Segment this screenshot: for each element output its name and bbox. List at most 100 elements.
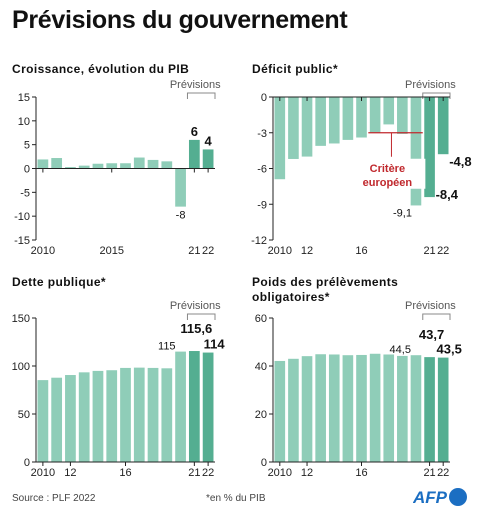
x-tick-label: 22: [202, 245, 214, 257]
bar-2021: [424, 97, 435, 198]
bar-2022: [202, 149, 214, 169]
source-text: Source : PLF 2022: [12, 493, 96, 504]
y-tick-label: -9: [257, 199, 267, 211]
bar-2012: [301, 97, 313, 157]
y-tick-label: 60: [255, 313, 267, 325]
bar-2022: [437, 97, 449, 155]
y-tick-label: 20: [255, 409, 267, 421]
bar-2011: [51, 377, 63, 462]
bar-2022: [202, 352, 214, 462]
x-tick-label: 12: [301, 245, 313, 257]
bar-2013: [315, 97, 326, 146]
y-tick-label: 0: [24, 164, 30, 176]
chart-croissance: Croissance, évolution du PIB 15 10 5 0 -5 -10 -…: [12, 62, 221, 257]
bar-2013: [78, 372, 90, 462]
x-tick-label: 22: [437, 467, 449, 479]
bar-2014: [92, 370, 104, 462]
data-label-2022: -4,8: [449, 154, 471, 169]
x-tick-label: 16: [355, 245, 367, 257]
chart-title: Dette publique*: [12, 275, 106, 289]
bar-2010: [37, 380, 49, 462]
bar-2020: [175, 351, 186, 462]
bar-2018: [383, 97, 395, 125]
x-tick-label: 12: [301, 467, 313, 479]
data-label-2020: -9,1: [393, 207, 412, 219]
x-tick-label: 2010: [31, 245, 55, 257]
bar-2013: [315, 354, 326, 462]
bar-2019: [161, 161, 173, 169]
bar-2010: [274, 360, 286, 462]
data-label-2022: 114: [204, 337, 226, 352]
bar-2017: [133, 157, 145, 169]
x-tick-label: 21: [423, 245, 435, 257]
bar-2016: [356, 354, 367, 462]
bar-2011: [288, 358, 299, 462]
forecast-label: Prévisions: [170, 79, 221, 91]
forecast-label: Prévisions: [170, 300, 221, 312]
bar-2015: [342, 355, 354, 462]
bar-2021: [424, 357, 435, 462]
data-label-2020: 115: [158, 341, 176, 353]
bar-2015: [342, 97, 354, 140]
x-tick-label: 12: [64, 467, 76, 479]
y-tick-label: 10: [18, 116, 30, 128]
footnote-text: *en % du PIB: [206, 493, 266, 504]
x-tick-label: 2010: [268, 245, 292, 257]
y-tick-label: 50: [18, 409, 30, 421]
bar-2011: [51, 158, 63, 169]
forecast-bracket: [186, 92, 216, 99]
main-title: Prévisions du gouvernement: [12, 6, 348, 34]
x-tick-label: 2010: [268, 467, 292, 479]
afp-logo-circle: [449, 488, 467, 506]
y-tick-label: 5: [24, 140, 30, 152]
bar-2019: [161, 368, 173, 462]
chart-title-line2: obligatoires*: [252, 290, 330, 304]
bar-2018: [147, 159, 159, 169]
bar-2012: [301, 356, 313, 462]
x-tick-label: 16: [119, 467, 131, 479]
chart-dette: Dette publique* 150 100 50 0 Prévisions 2010 12…: [12, 275, 226, 479]
forecast-bracket: [422, 92, 451, 99]
data-label-2021: -8,4: [436, 187, 459, 202]
bar-2010: [274, 97, 286, 180]
bar-2015: [106, 163, 118, 169]
y-tick-label: 100: [12, 361, 30, 373]
forecast-label: Prévisions: [405, 300, 456, 312]
critere-label-line1: Critère: [370, 163, 405, 175]
y-tick-label: 15: [18, 92, 30, 104]
chart-title-line1: Poids des prélèvements: [252, 275, 398, 289]
x-tick-label: 22: [437, 245, 449, 257]
critere-label-line2: européen: [363, 177, 413, 189]
y-tick-label: -15: [14, 235, 30, 247]
forecast-bracket: [422, 313, 451, 320]
bar-2019: [397, 97, 408, 134]
y-tick-label: -6: [257, 164, 267, 176]
bar-2014: [92, 163, 104, 169]
data-label-2021: 43,7: [419, 327, 444, 342]
y-tick-label: 0: [261, 457, 267, 469]
y-tick-label: 150: [12, 313, 30, 325]
data-label-2022: 4: [204, 133, 212, 148]
forecast-label: Prévisions: [405, 79, 456, 91]
y-tick-label: 0: [261, 92, 267, 104]
bar-2012: [65, 167, 76, 169]
y-tick-label: -5: [20, 187, 30, 199]
afp-logo-text: AFP: [413, 488, 448, 507]
bar-2017: [133, 367, 145, 462]
bar-2013: [78, 165, 90, 169]
x-tick-label: 2010: [31, 467, 55, 479]
data-label-2020: 44,5: [390, 344, 411, 356]
bar-2010: [37, 159, 49, 169]
data-label-2020: -8: [176, 210, 186, 222]
bar-2012: [65, 375, 76, 462]
bar-2020: [410, 355, 422, 462]
chart-title: Déficit public*: [252, 62, 338, 76]
y-tick-label: -3: [257, 128, 267, 140]
chart-title: Croissance, évolution du PIB: [12, 62, 189, 76]
bar-2014: [328, 354, 340, 462]
y-tick-label: 0: [24, 457, 30, 469]
bar-2020: [410, 97, 422, 206]
bar-2014: [328, 97, 340, 144]
